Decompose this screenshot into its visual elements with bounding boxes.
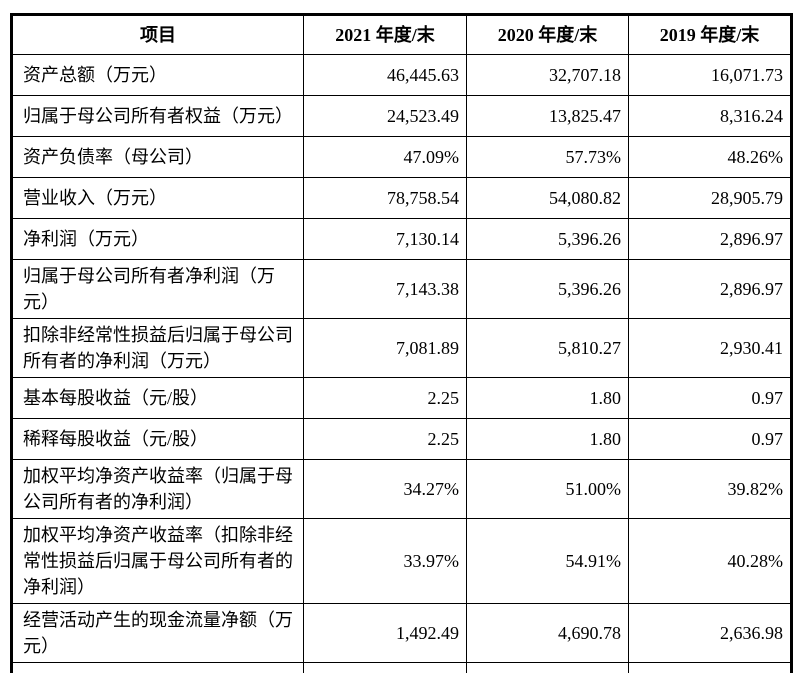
table-row: 加权平均净资产收益率（扣除非经常性损益后归属于母公司所有者的净利润） 33.97… bbox=[11, 518, 792, 604]
cell-value: 1,492.49 bbox=[303, 603, 467, 663]
row-label: 基本每股收益（元/股） bbox=[11, 377, 304, 419]
cell-value: 636.30 bbox=[303, 662, 467, 673]
cell-value: 0.97 bbox=[628, 418, 792, 460]
cell-value: 32,707.18 bbox=[466, 54, 629, 96]
cell-value: 0.97 bbox=[628, 377, 792, 419]
table-row: 归属于母公司所有者净利润（万元） 7,143.38 5,396.26 2,896… bbox=[11, 259, 792, 319]
cell-value: 78,758.54 bbox=[303, 177, 467, 219]
cell-value: 46,445.63 bbox=[303, 54, 467, 96]
table-row: 加权平均净资产收益率（归属于母公司所有者的净利润） 34.27% 51.00% … bbox=[11, 459, 792, 519]
table-row: 净利润（万元） 7,130.14 5,396.26 2,896.97 bbox=[11, 218, 792, 260]
cell-value: 2.25 bbox=[303, 418, 467, 460]
cell-value: 28,905.79 bbox=[628, 177, 792, 219]
cell-value: 7,130.14 bbox=[303, 218, 467, 260]
cell-value: 54,080.82 bbox=[466, 177, 629, 219]
table-row: 扣除非经常性损益后归属于母公司所有者的净利润（万元） 7,081.89 5,81… bbox=[11, 318, 792, 378]
cell-value: 33.97% bbox=[303, 518, 467, 604]
row-label: 加权平均净资产收益率（扣除非经常性损益后归属于母公司所有者的净利润） bbox=[11, 518, 304, 604]
row-label: 归属于母公司所有者权益（万元） bbox=[11, 95, 304, 137]
column-header-item: 项目 bbox=[11, 14, 304, 55]
row-label: 资产总额（万元） bbox=[11, 54, 304, 96]
cell-value: 1.80 bbox=[466, 377, 629, 419]
cell-value: 5,396.26 bbox=[466, 259, 629, 319]
cell-value: 2,930.41 bbox=[628, 318, 792, 378]
cell-value: 40.28% bbox=[628, 518, 792, 604]
row-label: 营业收入（万元） bbox=[11, 177, 304, 219]
row-label: 加权平均净资产收益率（归属于母公司所有者的净利润） bbox=[11, 459, 304, 519]
table-header-row: 项目 2021 年度/末 2020 年度/末 2019 年度/末 bbox=[11, 14, 792, 55]
cell-value: 51.00% bbox=[466, 459, 629, 519]
table-row: 现金分红（万元） 636.30 1,732.46 466.18 bbox=[11, 662, 792, 673]
column-header-2019: 2019 年度/末 bbox=[628, 14, 792, 55]
row-label: 资产负债率（母公司） bbox=[11, 136, 304, 178]
row-label: 净利润（万元） bbox=[11, 218, 304, 260]
cell-value: 4,690.78 bbox=[466, 603, 629, 663]
cell-value: 466.18 bbox=[628, 662, 792, 673]
cell-value: 2,896.97 bbox=[628, 218, 792, 260]
cell-value: 8,316.24 bbox=[628, 95, 792, 137]
cell-value: 57.73% bbox=[466, 136, 629, 178]
cell-value: 47.09% bbox=[303, 136, 467, 178]
column-header-2020: 2020 年度/末 bbox=[466, 14, 629, 55]
column-header-2021: 2021 年度/末 bbox=[303, 14, 467, 55]
cell-value: 5,396.26 bbox=[466, 218, 629, 260]
cell-value: 13,825.47 bbox=[466, 95, 629, 137]
row-label: 现金分红（万元） bbox=[11, 662, 304, 673]
row-label: 归属于母公司所有者净利润（万元） bbox=[11, 259, 304, 319]
financial-summary-table: 项目 2021 年度/末 2020 年度/末 2019 年度/末 资产总额（万元… bbox=[10, 13, 793, 673]
table-row: 归属于母公司所有者权益（万元） 24,523.49 13,825.47 8,31… bbox=[11, 95, 792, 137]
cell-value: 16,071.73 bbox=[628, 54, 792, 96]
table-row: 营业收入（万元） 78,758.54 54,080.82 28,905.79 bbox=[11, 177, 792, 219]
cell-value: 24,523.49 bbox=[303, 95, 467, 137]
row-label: 扣除非经常性损益后归属于母公司所有者的净利润（万元） bbox=[11, 318, 304, 378]
table-row: 资产负债率（母公司） 47.09% 57.73% 48.26% bbox=[11, 136, 792, 178]
cell-value: 2.25 bbox=[303, 377, 467, 419]
cell-value: 7,143.38 bbox=[303, 259, 467, 319]
cell-value: 54.91% bbox=[466, 518, 629, 604]
cell-value: 1,732.46 bbox=[466, 662, 629, 673]
table-row: 稀释每股收益（元/股） 2.25 1.80 0.97 bbox=[11, 418, 792, 460]
row-label: 稀释每股收益（元/股） bbox=[11, 418, 304, 460]
table-row: 基本每股收益（元/股） 2.25 1.80 0.97 bbox=[11, 377, 792, 419]
cell-value: 39.82% bbox=[628, 459, 792, 519]
row-label: 经营活动产生的现金流量净额（万元） bbox=[11, 603, 304, 663]
cell-value: 48.26% bbox=[628, 136, 792, 178]
cell-value: 7,081.89 bbox=[303, 318, 467, 378]
cell-value: 1.80 bbox=[466, 418, 629, 460]
cell-value: 5,810.27 bbox=[466, 318, 629, 378]
cell-value: 34.27% bbox=[303, 459, 467, 519]
cell-value: 2,636.98 bbox=[628, 603, 792, 663]
cell-value: 2,896.97 bbox=[628, 259, 792, 319]
table-row: 经营活动产生的现金流量净额（万元） 1,492.49 4,690.78 2,63… bbox=[11, 603, 792, 663]
table-row: 资产总额（万元） 46,445.63 32,707.18 16,071.73 bbox=[11, 54, 792, 96]
